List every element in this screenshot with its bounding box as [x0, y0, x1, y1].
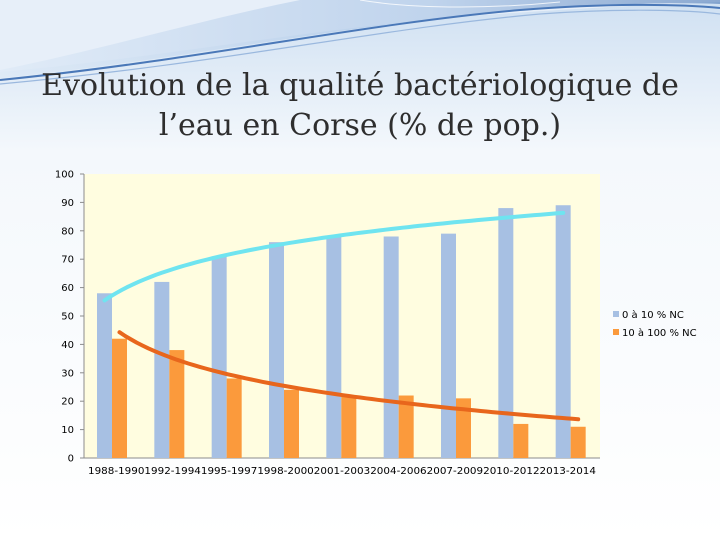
y-tick-label: 90	[61, 198, 74, 209]
x-axis: 1988-1990 1992-1994 1995-1997 1998-2000 2001…	[84, 457, 600, 477]
bar-series-1	[154, 281, 170, 458]
x-tick-label: 2004-2006	[370, 466, 426, 477]
bar-series-2	[570, 426, 586, 458]
bar-series-2	[341, 395, 357, 458]
y-tick-label: 100	[55, 170, 74, 181]
bar-series-1	[441, 233, 456, 458]
y-tick-label: 80	[61, 226, 74, 237]
bar-series-1	[498, 208, 514, 458]
x-tick-label: 1995-1997	[201, 466, 257, 477]
x-tick-label: 2007-2009	[427, 466, 483, 477]
y-tick-label: 30	[61, 368, 74, 379]
bar-series-2	[513, 423, 529, 458]
bar-series-1	[211, 256, 227, 458]
page-title: Evolution de la qualité bactériologique …	[41, 68, 679, 143]
bar-series-1	[383, 236, 399, 458]
bar-series-1	[269, 242, 284, 458]
trendline-series-2	[117, 330, 581, 422]
y-tick-label: 70	[61, 255, 74, 266]
x-tick-label: 2013-2014	[540, 466, 596, 477]
bar-series-2	[226, 378, 242, 458]
bar-series-2	[398, 395, 414, 458]
legend-swatch	[613, 329, 619, 335]
x-tick-labels: 1988-1990 1992-1994 1995-1997 1998-2000 2001…	[88, 466, 596, 477]
x-tick-label: 1998-2000	[257, 466, 313, 477]
bar-series-2	[112, 338, 127, 458]
x-tick-label: 1988-1990	[88, 466, 144, 477]
y-tick-label: 10	[61, 425, 74, 436]
x-tick-label: 1992-1994	[144, 466, 200, 477]
legend: 0 à 10 % NC 10 à 100 % NC	[613, 309, 697, 339]
y-tick-label: 0	[68, 454, 74, 465]
bar-series-2	[284, 389, 299, 458]
x-tick-label: 2010-2012	[483, 466, 539, 477]
bar-series-1	[555, 205, 571, 458]
y-tick-label: 20	[61, 397, 74, 408]
y-tick-label: 50	[61, 312, 74, 323]
legend-swatch	[613, 311, 619, 317]
legend-label: 10 à 100 % NC	[622, 327, 697, 339]
bar-series-1	[97, 293, 112, 458]
bar-series-2	[456, 398, 471, 458]
bar-series-1	[326, 236, 342, 458]
y-axis: 0 10 20 30 40 50 60 70 80 90 100	[55, 170, 85, 465]
bar-series-2	[169, 350, 185, 458]
trendline-series-1	[102, 210, 566, 303]
header-wave-decoration	[0, 0, 720, 85]
x-tick-label: 2001-2003	[314, 466, 370, 477]
y-tick-label: 60	[61, 283, 74, 294]
y-tick-label: 40	[61, 340, 74, 351]
legend-label: 0 à 10 % NC	[622, 309, 684, 321]
trendlines-layer	[102, 210, 581, 422]
